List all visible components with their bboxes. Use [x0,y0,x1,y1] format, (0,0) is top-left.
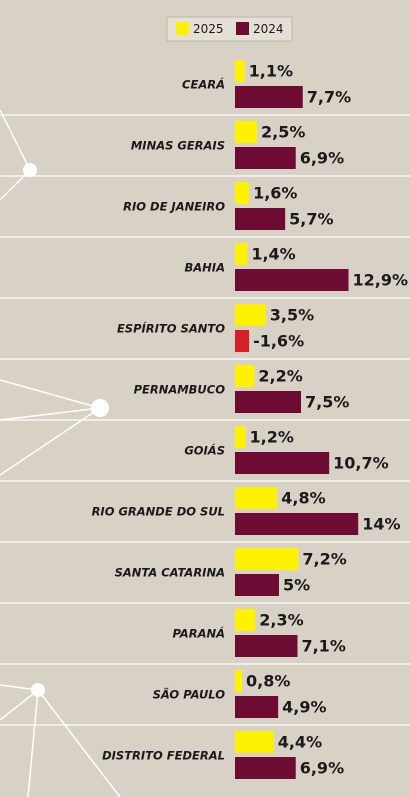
value-label: -1,6% [253,332,304,351]
decoration-dot [23,163,37,177]
bar [235,208,286,230]
value-label: 4,9% [282,698,326,717]
bar [235,243,248,265]
bar [235,86,303,108]
decoration [0,109,121,797]
value-label: 4,8% [281,489,325,508]
value-label: 2,3% [259,611,303,630]
category-label: SANTA CATARINA [115,566,225,580]
value-label: 6,9% [300,759,344,778]
decoration-dot [31,683,45,697]
bar [235,757,296,779]
value-label: 2,5% [261,123,305,142]
bar [235,548,299,570]
category-label: SÃO PAULO [153,687,226,702]
value-label: 4,4% [278,733,322,752]
value-label: 0,8% [246,672,290,691]
category-label: PARANÁ [172,626,225,641]
bar [235,60,245,82]
bar [235,731,274,753]
value-label: 1,2% [250,428,294,447]
value-label: 5,7% [289,210,333,229]
category-label: GOIÁS [184,443,225,458]
bar [235,182,250,204]
value-label: 5% [283,576,310,595]
category-label: BAHIA [185,261,225,275]
legend-swatch [236,22,249,35]
legend-label: 2025 [193,22,224,36]
bar [235,635,298,657]
value-label: 14% [362,515,400,534]
value-label: 12,9% [353,271,409,290]
bar [235,330,250,352]
value-label: 7,7% [307,88,351,107]
bar [235,670,243,692]
value-label: 1,6% [253,184,297,203]
bar [235,269,349,291]
category-label: MINAS GERAIS [131,139,225,153]
category-label: RIO DE JANEIRO [123,200,225,214]
value-label: 7,5% [305,393,349,412]
bar [235,452,330,474]
bar [235,609,256,631]
value-label: 1,4% [251,245,295,264]
decoration-dot [91,399,109,417]
value-label: 6,9% [300,149,344,168]
bar [235,365,255,387]
legend-swatch [176,22,189,35]
value-label: 10,7% [333,454,389,473]
value-label: 7,1% [301,637,345,656]
value-label: 7,2% [302,550,346,569]
category-label: ESPÍRITO SANTO [117,321,225,336]
category-label: DISTRITO FEDERAL [102,749,225,763]
bar [235,487,278,509]
bar [235,391,301,413]
bar [235,574,279,596]
bar [235,304,266,326]
category-label: PERNAMBUCO [134,383,226,397]
legend-label: 2024 [253,22,284,36]
category-label: RIO GRANDE DO SUL [92,505,225,519]
bar [235,147,296,169]
value-label: 2,2% [258,367,302,386]
bar [235,513,359,535]
value-label: 3,5% [270,306,314,325]
bar [235,696,279,718]
bar [235,426,246,448]
bar [235,121,257,143]
category-label: CEARÁ [182,77,225,92]
value-label: 1,1% [249,62,293,81]
